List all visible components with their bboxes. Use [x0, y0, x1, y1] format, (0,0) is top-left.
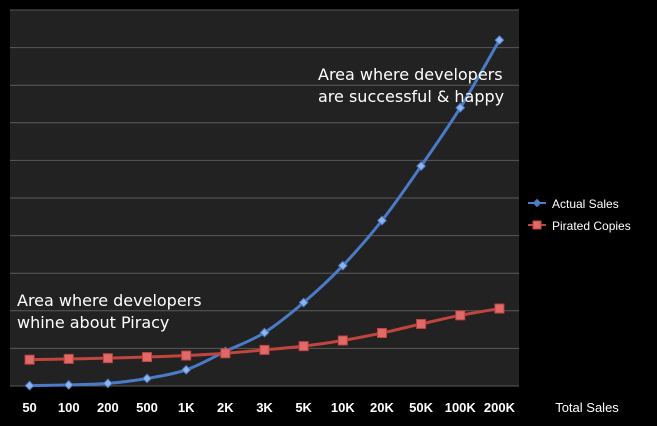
x-tick-labels: 50 100 200 500 1K 2K 3K 5K 10K 20K 50K 100K 200K	[22, 400, 515, 415]
x-tick-label: 200K	[484, 400, 516, 415]
annotation-piracy-line-1: Area where developers	[17, 291, 202, 310]
data-point-actual-sales	[416, 161, 427, 171]
x-tick-label: 3K	[256, 400, 273, 415]
data-point-pirated-copies	[494, 303, 505, 314]
x-tick-label: 200	[97, 400, 119, 415]
data-point-actual-sales	[494, 35, 505, 46]
legend: Actual Sales Pirated Copies	[528, 197, 631, 233]
legend-label-actual-sales: Actual Sales	[552, 197, 619, 211]
x-tick-label: 50	[22, 400, 36, 415]
data-point-actual-sales	[259, 327, 270, 338]
x-tick-label: 2K	[217, 400, 234, 415]
data-point-pirated-copies	[220, 348, 231, 359]
annotation-success-line-2: are successful & happy	[318, 87, 504, 106]
annotation-success-line-1: Area where developers	[318, 65, 503, 84]
data-point-actual-sales	[298, 297, 309, 308]
data-point-pirated-copies	[416, 318, 427, 329]
x-axis-title: Total Sales	[555, 400, 619, 415]
data-point-pirated-copies	[259, 344, 270, 355]
data-point-pirated-copies	[298, 341, 309, 352]
data-point-actual-sales	[24, 380, 35, 391]
data-point-actual-sales	[142, 373, 152, 384]
x-tick-label: 10K	[331, 400, 355, 415]
data-point-actual-sales	[63, 379, 74, 390]
x-tick-label: 100K	[445, 400, 477, 415]
x-tick-label: 500	[136, 400, 158, 415]
data-point-actual-sales	[377, 215, 387, 226]
data-point-pirated-copies	[181, 350, 192, 361]
annotation-piracy-line-2: whine about Piracy	[17, 313, 169, 332]
data-point-actual-sales	[181, 364, 192, 375]
legend-marker-actual-sales	[532, 198, 542, 208]
data-point-pirated-copies	[337, 335, 348, 346]
legend-marker-pirated-copies	[532, 220, 542, 230]
data-point-pirated-copies	[24, 354, 35, 365]
series-layer	[24, 35, 505, 391]
x-tick-label: 1K	[178, 400, 195, 415]
data-point-pirated-copies	[376, 327, 387, 338]
x-tick-label: 5K	[295, 400, 312, 415]
data-point-pirated-copies	[142, 352, 153, 363]
data-point-actual-sales	[102, 378, 113, 389]
data-point-actual-sales	[455, 102, 466, 113]
x-tick-label: 20K	[370, 400, 394, 415]
x-tick-label: 100	[58, 400, 80, 415]
data-point-pirated-copies	[63, 353, 74, 364]
x-tick-label: 50K	[409, 400, 433, 415]
data-point-pirated-copies	[455, 310, 466, 321]
legend-label-pirated-copies: Pirated Copies	[552, 219, 631, 233]
data-point-actual-sales	[337, 260, 348, 271]
data-point-pirated-copies	[102, 353, 113, 364]
